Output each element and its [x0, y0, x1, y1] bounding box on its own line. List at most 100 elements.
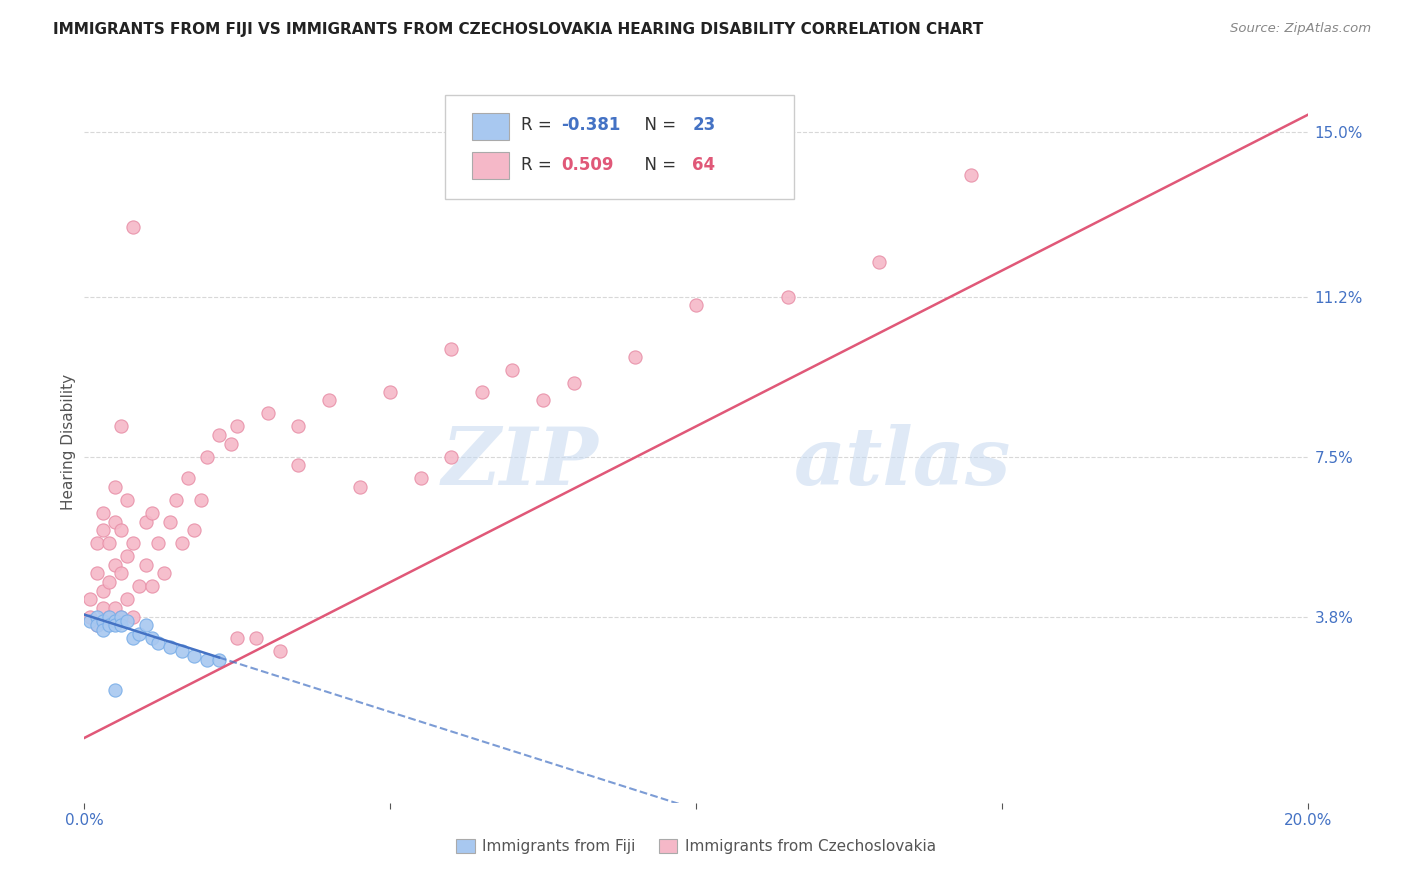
Point: [471, 384, 494, 399]
Point: [97, 618, 120, 632]
Point: [190, 492, 212, 507]
Point: [110, 419, 132, 434]
Point: [146, 536, 169, 550]
Point: [115, 549, 138, 564]
FancyBboxPatch shape: [472, 152, 509, 179]
Point: [110, 609, 132, 624]
Point: [226, 419, 249, 434]
Point: [97, 575, 120, 590]
Point: [104, 601, 127, 615]
Point: [177, 471, 200, 485]
Point: [146, 636, 169, 650]
Point: [86, 566, 108, 581]
Point: [349, 480, 371, 494]
Point: [562, 376, 585, 391]
Point: [91, 623, 114, 637]
Point: [86, 609, 108, 624]
Point: [79, 592, 101, 607]
Point: [165, 492, 187, 507]
Point: [79, 614, 101, 628]
Point: [409, 471, 432, 485]
Text: IMMIGRANTS FROM FIJI VS IMMIGRANTS FROM CZECHOSLOVAKIA HEARING DISABILITY CORREL: IMMIGRANTS FROM FIJI VS IMMIGRANTS FROM …: [53, 22, 984, 37]
Text: atlas: atlas: [794, 425, 1011, 502]
Text: -0.381: -0.381: [561, 116, 621, 134]
FancyBboxPatch shape: [446, 95, 794, 200]
Text: 0.509: 0.509: [561, 156, 614, 174]
Point: [195, 653, 218, 667]
Point: [440, 450, 463, 464]
Point: [159, 515, 181, 529]
Text: R =: R =: [522, 156, 557, 174]
Point: [110, 609, 132, 624]
FancyBboxPatch shape: [472, 112, 509, 140]
Point: [115, 492, 138, 507]
Point: [104, 618, 127, 632]
Point: [183, 523, 205, 537]
Point: [208, 653, 231, 667]
Point: [135, 558, 157, 572]
Point: [208, 428, 231, 442]
Point: [86, 618, 108, 632]
Point: [104, 558, 127, 572]
Point: [183, 648, 205, 663]
Point: [104, 480, 127, 494]
Point: [219, 436, 242, 450]
Point: [104, 515, 127, 529]
Text: 23: 23: [692, 116, 716, 134]
Point: [153, 566, 176, 581]
Point: [97, 609, 120, 624]
Point: [172, 536, 194, 550]
Point: [257, 406, 280, 420]
Text: R =: R =: [522, 116, 557, 134]
Y-axis label: Hearing Disability: Hearing Disability: [60, 374, 76, 509]
Point: [104, 683, 127, 698]
Legend: Immigrants from Fiji, Immigrants from Czechoslovakia: Immigrants from Fiji, Immigrants from Cz…: [450, 833, 942, 860]
Point: [685, 298, 707, 312]
Point: [91, 583, 114, 598]
Point: [86, 618, 108, 632]
Point: [159, 640, 181, 654]
Point: [624, 350, 647, 364]
Point: [141, 506, 163, 520]
Point: [128, 579, 150, 593]
Point: [869, 255, 891, 269]
Text: ZIP: ZIP: [441, 425, 598, 502]
Point: [122, 609, 145, 624]
Point: [172, 644, 194, 658]
Point: [440, 342, 463, 356]
Point: [110, 618, 132, 632]
Point: [97, 609, 120, 624]
Point: [776, 290, 799, 304]
Point: [245, 632, 267, 646]
Point: [531, 393, 554, 408]
Point: [86, 536, 108, 550]
Point: [91, 506, 114, 520]
Text: Source: ZipAtlas.com: Source: ZipAtlas.com: [1230, 22, 1371, 36]
Point: [141, 579, 163, 593]
Point: [269, 644, 291, 658]
Point: [110, 566, 132, 581]
Point: [135, 515, 157, 529]
Text: N =: N =: [634, 116, 681, 134]
Point: [122, 220, 145, 235]
Point: [226, 632, 249, 646]
Point: [141, 632, 163, 646]
Text: 64: 64: [692, 156, 716, 174]
Point: [380, 384, 402, 399]
Point: [115, 592, 138, 607]
Point: [79, 609, 101, 624]
Point: [122, 536, 145, 550]
Point: [110, 523, 132, 537]
Point: [502, 363, 524, 377]
Point: [97, 536, 120, 550]
Text: N =: N =: [634, 156, 681, 174]
Point: [115, 614, 138, 628]
Point: [195, 450, 218, 464]
Point: [122, 632, 145, 646]
Point: [91, 601, 114, 615]
Point: [104, 614, 127, 628]
Point: [128, 627, 150, 641]
Point: [287, 419, 309, 434]
Point: [91, 614, 114, 628]
Point: [287, 458, 309, 473]
